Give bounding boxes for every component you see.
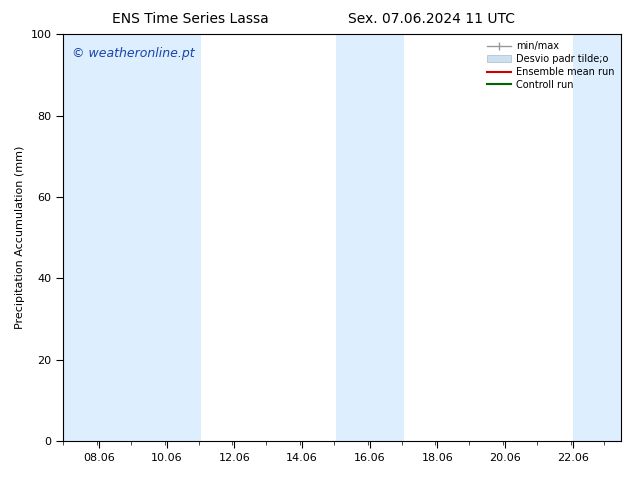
Bar: [133, 34, 201, 441]
Text: © weatheronline.pt: © weatheronline.pt: [72, 47, 195, 59]
Y-axis label: Precipitation Accumulation (mm): Precipitation Accumulation (mm): [15, 146, 25, 329]
Bar: [336, 34, 404, 441]
Text: Sex. 07.06.2024 11 UTC: Sex. 07.06.2024 11 UTC: [347, 12, 515, 26]
Bar: [63, 34, 133, 441]
Legend: min/max, Desvio padr tilde;o, Ensemble mean run, Controll run: min/max, Desvio padr tilde;o, Ensemble m…: [485, 39, 616, 92]
Bar: [573, 34, 621, 441]
Text: ENS Time Series Lassa: ENS Time Series Lassa: [112, 12, 269, 26]
